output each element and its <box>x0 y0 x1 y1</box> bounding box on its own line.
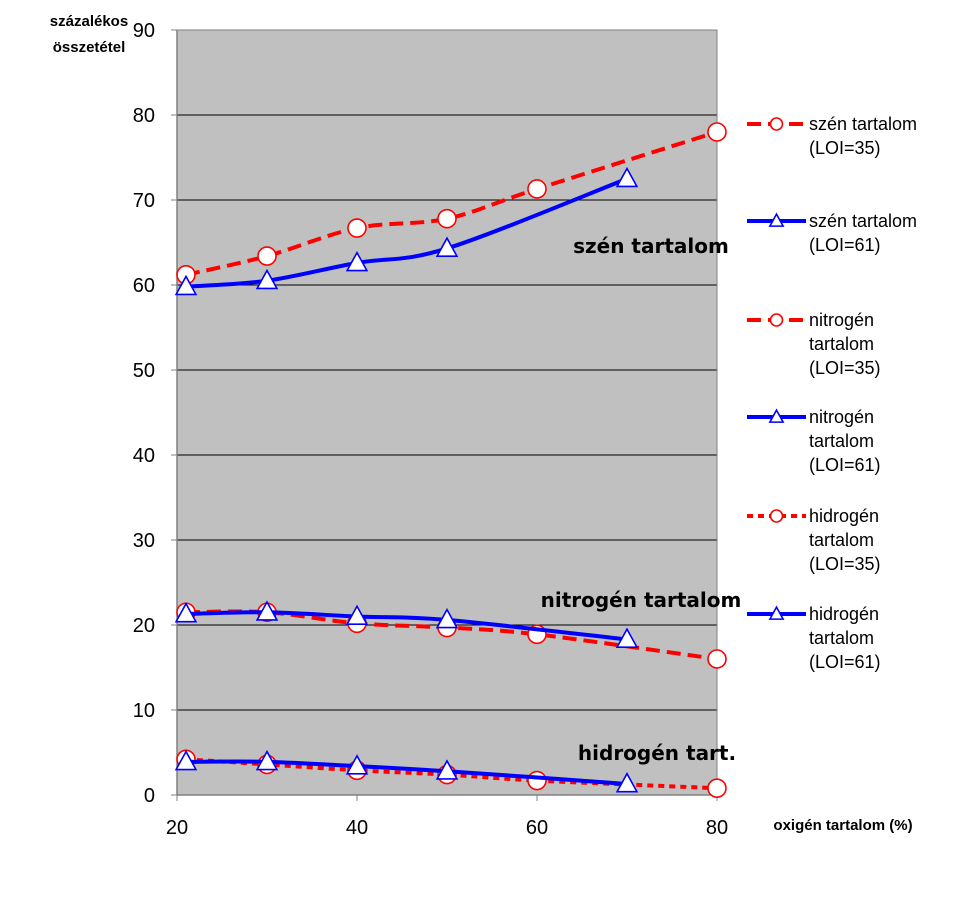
y-axis-title-line2: összetétel <box>53 39 126 56</box>
series-2-point-3 <box>345 250 369 272</box>
legend-label-1-line-1: szén tartalom <box>809 114 917 134</box>
axes <box>171 29 718 801</box>
x-tick-label-60: 60 <box>526 817 548 839</box>
legend-label-5-line-3: (LOI=35) <box>809 554 881 574</box>
legend-swatch-marker-4 <box>768 408 785 423</box>
series-1-point-2 <box>257 246 277 266</box>
series-4-line <box>185 610 628 642</box>
series-6-point-4 <box>435 759 459 780</box>
legend-swatch-marker-5 <box>769 509 784 523</box>
y-tick-label-90: 90 <box>133 20 155 42</box>
series-3-line <box>185 609 718 661</box>
x-axis-title: oxigén tartalom (%) <box>773 817 912 834</box>
series-2 <box>174 166 639 296</box>
legend-swatch-marker-2 <box>768 212 785 227</box>
legend-entry-4: nitrogén tartalom (LOI=61) <box>747 407 881 475</box>
legend-label-5-line-1: hidrogén <box>809 506 879 526</box>
legend-label-2-line-1: szén tartalom <box>809 211 917 231</box>
series-1-point-5 <box>527 179 547 199</box>
legend-label-3-line-1: nitrogén <box>809 310 874 330</box>
series-2-point-5 <box>615 166 639 188</box>
series-6-point-1 <box>174 749 198 771</box>
legend-label-4-line-1: nitrogén <box>809 407 874 427</box>
series-6-point-2 <box>255 749 279 771</box>
legend-entry-5: hidrogén tartalom (LOI=35) <box>747 506 881 574</box>
legend-label-3-line-3: (LOI=35) <box>809 358 881 378</box>
y-tick-label-20: 20 <box>133 615 155 637</box>
legend-entry-3: nitrogén tartalom (LOI=35) <box>747 310 881 378</box>
legend-entry-1: szén tartalom (LOI=35) <box>747 114 917 158</box>
x-tick-label-40: 40 <box>346 817 368 839</box>
legend-swatch-marker-3 <box>769 313 784 327</box>
series-1-point-3 <box>347 218 367 238</box>
series-4-point-1 <box>174 602 198 623</box>
annotation-carbon: szén tartalom <box>573 234 729 258</box>
legend-label-4-line-3: (LOI=61) <box>809 455 881 475</box>
legend-label-2-line-2: (LOI=61) <box>809 235 881 255</box>
legend-label-6-line-2: tartalom <box>809 628 874 648</box>
x-tick-labels: 20 40 60 80 <box>166 817 728 839</box>
y-axis-title-line1: százalékos <box>50 13 128 30</box>
series-1-line <box>185 130 718 277</box>
series-group <box>174 122 727 799</box>
y-tick-label-30: 30 <box>133 530 155 552</box>
series-1-point-6 <box>707 122 727 142</box>
series-4-point-5 <box>615 627 639 648</box>
legend-label-3-line-2: tartalom <box>809 334 874 354</box>
series-6-point-5 <box>615 772 639 793</box>
annotation-nitrogen: nitrogén tartalom <box>541 588 742 612</box>
legend-label-6-line-3: (LOI=61) <box>809 652 881 672</box>
series-2-line <box>185 176 628 289</box>
y-tick-label-40: 40 <box>133 445 155 467</box>
legend-entry-2: szén tartalom (LOI=61) <box>747 211 917 255</box>
series-3-point-6 <box>707 649 727 669</box>
legend-label-1-line-2: (LOI=35) <box>809 138 881 158</box>
series-4-point-4 <box>435 607 459 629</box>
series-6 <box>174 749 639 793</box>
x-tick-label-20: 20 <box>166 817 188 839</box>
series-1 <box>176 122 727 285</box>
series-2-point-1 <box>174 274 198 296</box>
legend-swatch-marker-6 <box>768 605 785 620</box>
legend-swatch-marker-1 <box>769 117 784 131</box>
legend: szén tartalom (LOI=35) szén tartalom (LOI=6… <box>747 114 917 672</box>
y-tick-label-70: 70 <box>133 190 155 212</box>
series-2-point-2 <box>255 268 279 290</box>
series-5-point-6 <box>707 778 727 799</box>
series-2-point-4 <box>435 236 459 257</box>
legend-entry-6: hidrogén tartalom (LOI=61) <box>747 604 881 672</box>
annotation-hydrogen: hidrogén tart. <box>578 741 736 765</box>
y-tick-label-80: 80 <box>133 105 155 127</box>
series-5-point-5 <box>527 770 547 791</box>
y-tick-label-60: 60 <box>133 275 155 297</box>
legend-label-4-line-2: tartalom <box>809 431 874 451</box>
legend-label-6-line-1: hidrogén <box>809 604 879 624</box>
series-6-line <box>185 759 628 786</box>
series-4-point-2 <box>255 600 279 621</box>
series-4 <box>174 600 639 648</box>
y-tick-label-50: 50 <box>133 360 155 382</box>
y-tick-label-0: 0 <box>144 785 155 807</box>
legend-label-5-line-2: tartalom <box>809 530 874 550</box>
series-4-point-3 <box>345 604 369 625</box>
y-tick-label-10: 10 <box>133 700 155 722</box>
series-1-point-4 <box>437 208 457 229</box>
plot-area <box>177 30 717 795</box>
x-tick-label-80: 80 <box>706 817 728 839</box>
series-6-point-3 <box>345 754 369 775</box>
y-tick-labels: 0 10 20 30 40 50 60 70 80 90 <box>133 20 155 807</box>
